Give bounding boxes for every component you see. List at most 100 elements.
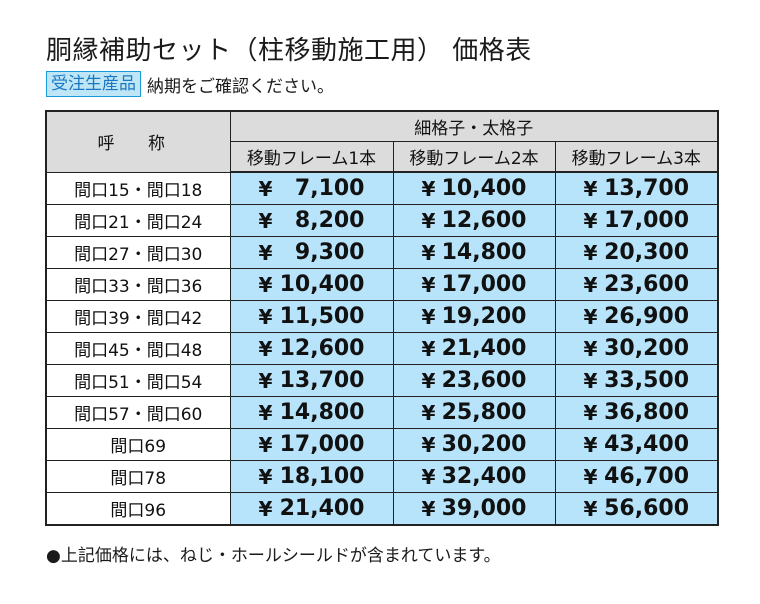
table-row: 間口51・間口54 ¥13,700 ¥23,600 ¥33,500 — [45, 364, 719, 397]
currency-symbol: ¥ — [583, 465, 598, 489]
price-value: 8,200 — [294, 208, 365, 233]
price-value: 9,300 — [294, 240, 365, 265]
price-cell: ¥26,900 — [554, 300, 719, 333]
price-value: 20,300 — [604, 240, 690, 265]
price-rows: 間口15・間口18 ¥7,100 ¥10,400 ¥13,700 間口21・間口24 ¥8… — [45, 171, 719, 526]
price-cell: ¥19,200 — [392, 300, 556, 333]
price-value: 46,700 — [604, 464, 690, 489]
price-cell: ¥13,700 — [554, 171, 719, 205]
price-value: 18,100 — [279, 464, 365, 489]
price-value: 17,000 — [441, 272, 527, 297]
currency-symbol: ¥ — [583, 305, 598, 329]
currency-symbol: ¥ — [258, 465, 273, 489]
column-header-frame-1: 移動フレーム1本 — [229, 141, 394, 173]
table-row: 間口39・間口42 ¥11,500 ¥19,200 ¥26,900 — [45, 300, 719, 333]
currency-symbol: ¥ — [583, 433, 598, 457]
currency-symbol: ¥ — [258, 241, 273, 265]
column-header-frame-2: 移動フレーム2本 — [392, 141, 556, 173]
currency-symbol: ¥ — [258, 433, 273, 457]
price-value: 17,000 — [604, 208, 690, 233]
price-value: 19,200 — [441, 304, 527, 329]
price-value: 11,500 — [279, 304, 365, 329]
footnote: ●上記価格には、ねじ・ホールシールドが含まれています。 — [46, 546, 501, 566]
currency-symbol: ¥ — [421, 465, 436, 489]
table-row: 間口21・間口24 ¥8,200 ¥12,600 ¥17,000 — [45, 204, 719, 237]
table-row: 間口27・間口30 ¥9,300 ¥14,800 ¥20,300 — [45, 236, 719, 269]
price-cell: ¥17,000 — [392, 268, 556, 301]
row-name: 間口33・間口36 — [45, 268, 231, 301]
price-cell: ¥23,600 — [392, 364, 556, 397]
price-cell: ¥8,200 — [229, 204, 394, 237]
currency-symbol: ¥ — [421, 177, 436, 201]
row-name: 間口78 — [45, 460, 231, 493]
price-cell: ¥25,800 — [392, 396, 556, 429]
row-name: 間口57・間口60 — [45, 396, 231, 429]
currency-symbol: ¥ — [421, 369, 436, 393]
price-table: 呼 称 細格子・太格子 移動フレーム1本 移動フレーム2本 移動フレーム3本 間… — [45, 110, 720, 526]
price-value: 21,400 — [441, 336, 527, 361]
row-name: 間口96 — [45, 492, 231, 526]
currency-symbol: ¥ — [258, 305, 273, 329]
price-cell: ¥11,500 — [229, 300, 394, 333]
page-title: 胴縁補助セット（柱移動施工用） 価格表 — [46, 36, 532, 66]
table-row: 間口78 ¥18,100 ¥32,400 ¥46,700 — [45, 460, 719, 493]
currency-symbol: ¥ — [421, 305, 436, 329]
price-value: 30,200 — [604, 336, 690, 361]
price-cell: ¥21,400 — [392, 332, 556, 365]
price-value: 13,700 — [279, 368, 365, 393]
currency-symbol: ¥ — [421, 433, 436, 457]
price-cell: ¥9,300 — [229, 236, 394, 269]
table-row: 間口57・間口60 ¥14,800 ¥25,800 ¥36,800 — [45, 396, 719, 429]
price-value: 12,600 — [279, 336, 365, 361]
price-cell: ¥14,800 — [392, 236, 556, 269]
currency-symbol: ¥ — [421, 241, 436, 265]
price-value: 17,000 — [279, 432, 365, 457]
price-value: 7,100 — [294, 176, 365, 201]
price-value: 21,400 — [279, 496, 365, 521]
currency-symbol: ¥ — [258, 401, 273, 425]
currency-symbol: ¥ — [421, 209, 436, 233]
price-cell: ¥21,400 — [229, 492, 394, 526]
table-row: 間口45・間口48 ¥12,600 ¥21,400 ¥30,200 — [45, 332, 719, 365]
price-cell: ¥46,700 — [554, 460, 719, 493]
lattice-group-header: 細格子・太格子 — [229, 110, 719, 142]
price-cell: ¥17,000 — [554, 204, 719, 237]
name-column-header: 呼 称 — [45, 110, 231, 173]
currency-symbol: ¥ — [258, 497, 273, 521]
price-value: 14,800 — [441, 240, 527, 265]
price-cell: ¥18,100 — [229, 460, 394, 493]
price-value: 36,800 — [604, 400, 690, 425]
price-cell: ¥33,500 — [554, 364, 719, 397]
price-value: 14,800 — [279, 400, 365, 425]
currency-symbol: ¥ — [258, 369, 273, 393]
table-row: 間口33・間口36 ¥10,400 ¥17,000 ¥23,600 — [45, 268, 719, 301]
price-cell: ¥30,200 — [554, 332, 719, 365]
price-cell: ¥10,400 — [392, 171, 556, 205]
currency-symbol: ¥ — [583, 369, 598, 393]
row-name: 間口39・間口42 — [45, 300, 231, 333]
price-value: 30,200 — [441, 432, 527, 457]
price-value: 25,800 — [441, 400, 527, 425]
price-cell: ¥10,400 — [229, 268, 394, 301]
price-cell: ¥12,600 — [392, 204, 556, 237]
order-info: 受注生産品 納期をご確認ください。 — [46, 71, 334, 97]
price-value: 23,600 — [441, 368, 527, 393]
price-value: 56,600 — [604, 496, 690, 521]
currency-symbol: ¥ — [583, 241, 598, 265]
price-value: 13,700 — [604, 176, 690, 201]
price-value: 43,400 — [604, 432, 690, 457]
table-row: 間口15・間口18 ¥7,100 ¥10,400 ¥13,700 — [45, 171, 719, 205]
row-name: 間口21・間口24 — [45, 204, 231, 237]
currency-symbol: ¥ — [583, 497, 598, 521]
currency-symbol: ¥ — [258, 273, 273, 297]
table-row: 間口69 ¥17,000 ¥30,200 ¥43,400 — [45, 428, 719, 461]
column-header-frame-3: 移動フレーム3本 — [554, 141, 719, 173]
currency-symbol: ¥ — [583, 337, 598, 361]
price-cell: ¥14,800 — [229, 396, 394, 429]
price-cell: ¥13,700 — [229, 364, 394, 397]
row-name: 間口69 — [45, 428, 231, 461]
price-cell: ¥17,000 — [229, 428, 394, 461]
price-cell: ¥12,600 — [229, 332, 394, 365]
price-value: 32,400 — [441, 464, 527, 489]
price-value: 10,400 — [279, 272, 365, 297]
